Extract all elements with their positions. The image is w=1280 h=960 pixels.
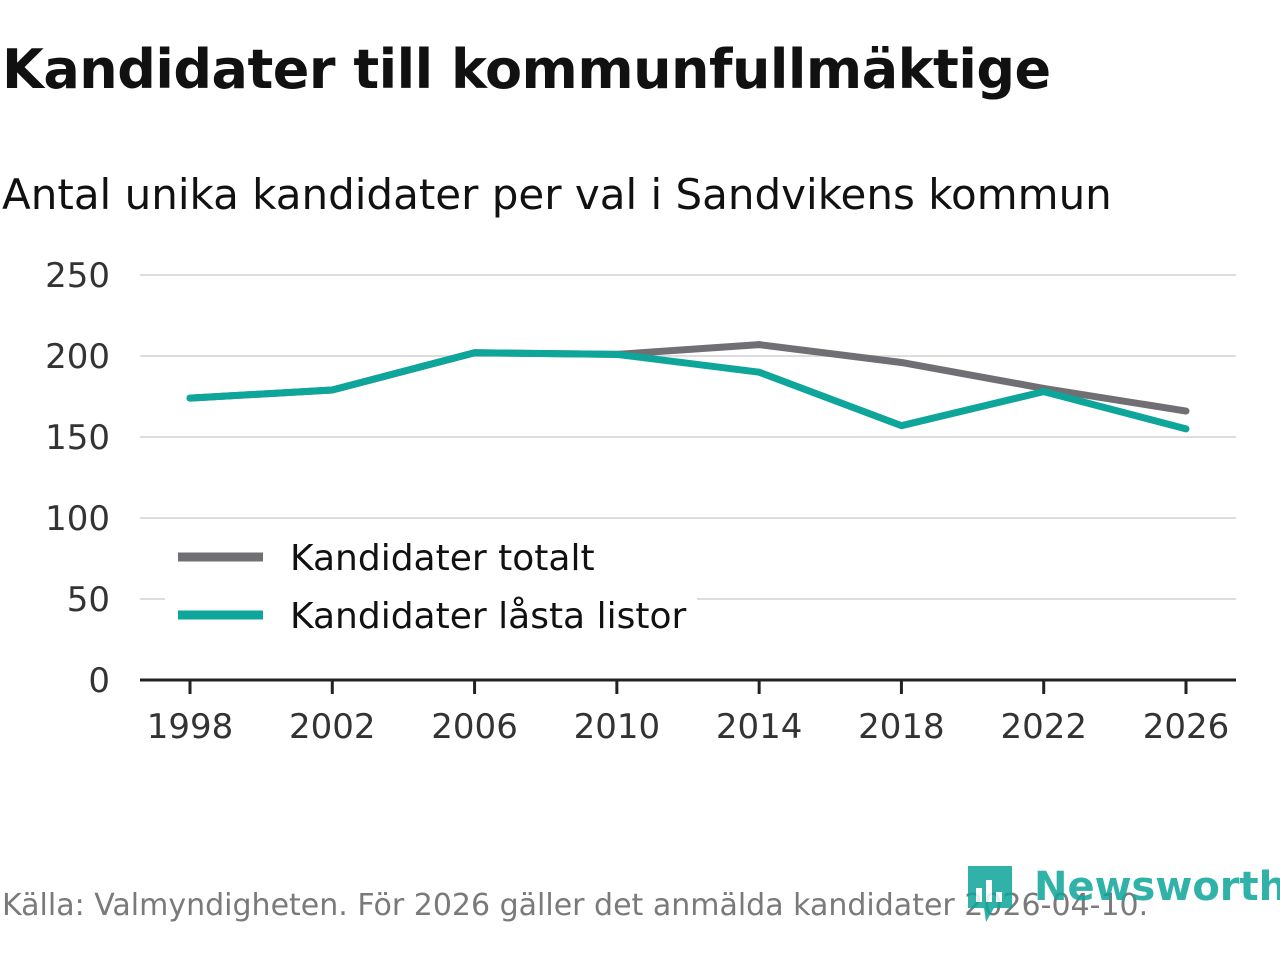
data-point [897, 422, 905, 430]
x-axis: 1998 2002 2006 2010 2014 2018 2022 2026 [140, 678, 1236, 747]
x-tick-label: 2002 [289, 707, 376, 747]
newsworthy-logo-icon [968, 866, 1012, 922]
x-tick-label: 2010 [574, 707, 661, 747]
y-tick-label: 250 [45, 256, 110, 296]
series-lines [186, 341, 1190, 433]
data-point [1182, 425, 1190, 433]
series-line-kandidater-lasta-listor [189, 349, 1187, 433]
newsworthy-logo-text: Newsworthy [1034, 864, 1280, 910]
y-tick-label: 0 [88, 661, 110, 701]
legend: Kandidater totalt Kandidater låsta listor [165, 528, 697, 646]
x-tick-label: 2018 [858, 707, 945, 747]
source-note: Källa: Valmyndigheten. För 2026 gäller d… [2, 888, 1149, 923]
data-point [755, 368, 763, 376]
series-line-kandidater-totalt [189, 341, 1187, 415]
data-point [328, 386, 336, 394]
y-tick-label: 50 [67, 580, 110, 620]
chart-title: Kandidater till kommunfullmäktige [2, 38, 1051, 101]
x-tick-label: 2006 [431, 707, 518, 747]
data-point [471, 349, 479, 357]
data-point [1182, 407, 1190, 415]
y-tick-label: 100 [45, 499, 110, 539]
line-chart: 0 50 100 150 200 250 1998 2002 2006 2010 2014 2018… [45, 256, 1236, 747]
data-point [1040, 388, 1048, 396]
newsworthy-logo: Newsworthy [964, 862, 1280, 926]
legend-label: Kandidater totalt [290, 538, 595, 579]
data-point [186, 394, 194, 402]
y-tick-label: 150 [45, 418, 110, 458]
data-point [897, 358, 905, 366]
x-tick-label: 2014 [716, 707, 803, 747]
data-point [613, 350, 621, 358]
y-tick-label: 200 [45, 337, 110, 377]
x-tick-label: 2026 [1143, 707, 1230, 747]
y-axis-ticks: 0 50 100 150 200 250 [45, 256, 110, 701]
chart-subtitle: Antal unika kandidater per val i Sandvik… [2, 170, 1112, 219]
x-tick-label: 2022 [1000, 707, 1087, 747]
legend-background [165, 528, 697, 646]
data-point [755, 341, 763, 349]
x-tick-label: 1998 [147, 707, 234, 747]
legend-label: Kandidater låsta listor [290, 596, 686, 637]
